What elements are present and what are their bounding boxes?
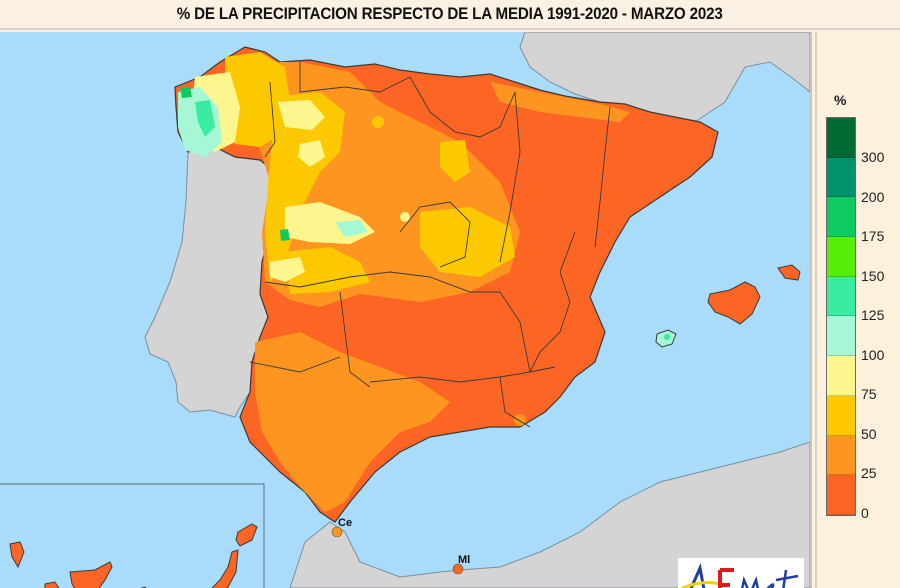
melilla-label: Ml	[458, 554, 471, 566]
zone-125-150-galicia-2	[180, 87, 192, 98]
spot-75-100-a	[400, 212, 410, 222]
legend-tick-150: 150	[861, 268, 885, 284]
lanzarote-island	[235, 523, 258, 547]
legend-swatch-25-50	[827, 435, 855, 476]
ibiza-green-spot	[664, 334, 670, 340]
zone-125-150-galicia-1	[195, 100, 215, 137]
legend-swatch-175-200	[827, 197, 855, 238]
title-bar: % DE LA PRECIPITACION RESPECTO DE LA MED…	[0, 0, 900, 30]
legend-swatch-0-25	[827, 475, 855, 515]
spot-50-75-a	[372, 116, 384, 128]
legend-panel: % 300 200 175 150 125 100 75 50 25 0	[815, 32, 900, 588]
legend-swatch-100-125	[827, 316, 855, 357]
zone-75-100-caceres	[270, 257, 305, 282]
legend-tick-100: 100	[861, 347, 885, 363]
legend-tick-200: 200	[861, 189, 885, 205]
la-palma-island	[9, 541, 25, 569]
spain-precipitation-map	[0, 32, 810, 588]
aemet-logo: Agencia Estatal de Meteorología	[678, 558, 804, 588]
legend-tick-300: 300	[861, 149, 885, 165]
map-title: % DE LA PRECIPITACION RESPECTO DE LA MED…	[177, 4, 723, 23]
legend-swatch-200-300	[827, 157, 855, 198]
legend-tick-25: 25	[861, 465, 877, 481]
legend-swatch-150-175	[827, 237, 855, 277]
zone-100-125-zamora	[335, 220, 368, 237]
zone-75-100-leon	[278, 100, 325, 130]
zone-50-75-west	[285, 247, 370, 294]
legend-tick-175: 175	[861, 228, 885, 244]
legend-swatch-75-100	[827, 356, 855, 396]
mallorca-island	[707, 281, 761, 325]
tenerife-island	[69, 561, 113, 588]
la-gomera-island	[44, 581, 60, 588]
spot-50-75-b	[514, 414, 526, 426]
regional-borders	[249, 62, 611, 428]
canary-inset-frame	[0, 483, 265, 588]
legend-unit: %	[834, 92, 847, 108]
fuerteventura-island	[211, 549, 239, 588]
legend-tick-75: 75	[861, 386, 877, 402]
legend-swatch-125-150	[827, 276, 855, 317]
ceuta-label: Ce	[338, 517, 353, 529]
aemet-logo-mark	[681, 562, 799, 588]
north-africa-land	[289, 441, 810, 588]
legend-tick-50: 50	[861, 426, 877, 442]
menorca-island	[777, 264, 801, 281]
legend-swatch-300plus	[827, 118, 855, 158]
ceuta-marker	[331, 526, 343, 538]
zone-50-75-rioja	[440, 140, 470, 182]
legend-tick-0: 0	[861, 505, 869, 521]
zone-25-50-pyrenees	[490, 82, 630, 122]
melilla-marker	[452, 563, 464, 575]
map-area: Ce Ml Agencia Estatal de Meteorología	[0, 32, 812, 588]
legend-color-bar	[826, 117, 856, 516]
zone-25-50-southwest	[255, 332, 450, 512]
zone-75-100-spot1	[298, 140, 325, 167]
legend-tick-125: 125	[861, 307, 885, 323]
legend-swatch-50-75	[827, 395, 855, 436]
zone-125-150-zamora	[280, 229, 290, 241]
